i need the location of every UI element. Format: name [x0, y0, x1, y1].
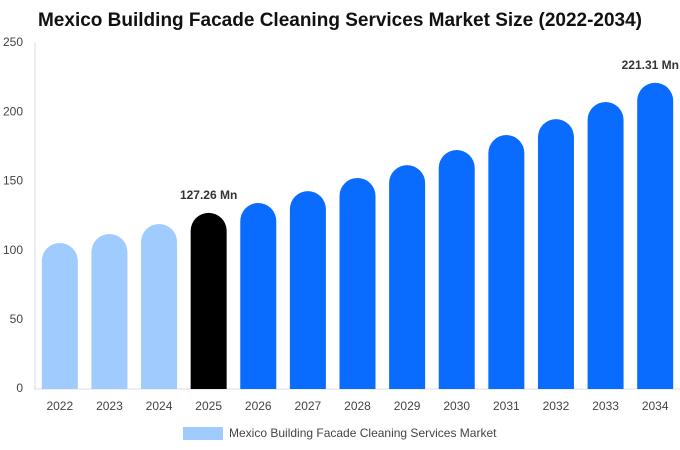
bar [41, 242, 78, 389]
x-tick-label: 2028 [344, 399, 371, 413]
bar [91, 233, 128, 389]
x-tick-label: 2029 [394, 399, 421, 413]
x-tick-label: 2025 [195, 399, 222, 413]
bar [389, 165, 426, 389]
value-label: 127.26 Mn [180, 188, 237, 202]
x-tick-label: 2033 [592, 399, 619, 413]
x-tick-label: 2034 [642, 399, 669, 413]
x-tick-label: 2026 [245, 399, 272, 413]
x-tick-label: 2032 [543, 399, 570, 413]
bar [637, 82, 674, 389]
bar [587, 101, 624, 389]
x-tick-label: 2024 [146, 399, 173, 413]
y-tick-label: 50 [10, 312, 24, 326]
x-tick-label: 2027 [295, 399, 322, 413]
legend-swatch [183, 427, 223, 440]
y-tick-label: 200 [3, 104, 23, 118]
bar [240, 202, 277, 389]
x-tick-label: 2031 [493, 399, 520, 413]
y-tick-label: 150 [3, 174, 23, 188]
x-tick-label: 2022 [46, 399, 73, 413]
y-tick-label: 100 [3, 243, 23, 257]
legend-label: Mexico Building Facade Cleaning Services… [229, 426, 497, 440]
bar [141, 224, 178, 389]
bar [488, 135, 525, 389]
chart-title: Mexico Building Facade Cleaning Services… [38, 10, 642, 31]
value-label: 221.31 Mn [622, 58, 679, 72]
y-tick-label: 0 [16, 381, 23, 395]
bar [339, 177, 376, 389]
bar [289, 191, 326, 389]
bar [537, 119, 574, 389]
y-tick-label: 250 [3, 35, 23, 49]
x-tick-label: 2023 [96, 399, 123, 413]
x-tick-label: 2030 [443, 399, 470, 413]
bar [190, 212, 227, 389]
bar [438, 149, 475, 389]
